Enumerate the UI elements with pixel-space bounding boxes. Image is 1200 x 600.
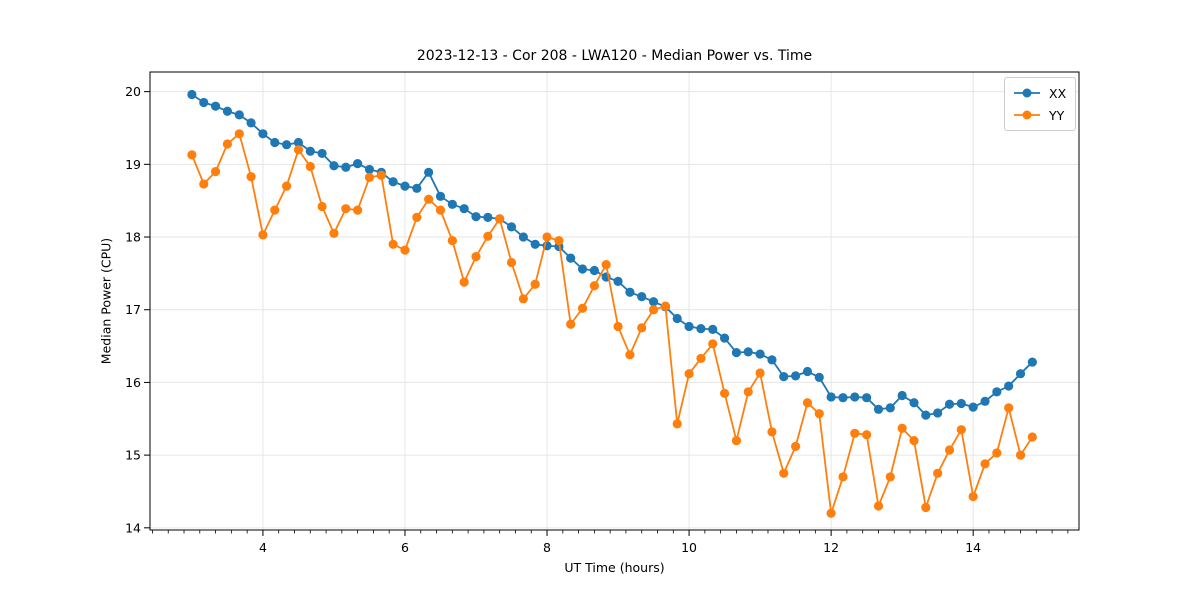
x-tick-label: 4 [259, 540, 267, 555]
x-tick-label: 8 [543, 540, 551, 555]
series-xx-line [191, 93, 1033, 417]
x-axis-label: UT Time (hours) [564, 560, 665, 575]
x-tick-label: 10 [681, 540, 697, 555]
x-tick-label: 6 [401, 540, 409, 555]
legend: XX YY [1004, 77, 1077, 131]
series-xx [187, 89, 1037, 420]
y-tick-label: 16 [125, 375, 141, 390]
y-tick-label: 19 [125, 157, 141, 172]
legend-item-xx: XX [1012, 82, 1066, 104]
y-tick-label: 18 [125, 230, 141, 245]
chart-title: 2023-12-13 - Cor 208 - LWA120 - Median P… [416, 48, 813, 64]
axes-spines [149, 71, 1080, 531]
legend-item-yy: YY [1012, 104, 1066, 126]
x-tick-label: 14 [965, 540, 981, 555]
xx-line-marker-swatch [1014, 88, 1040, 98]
legend-label-xx: XX [1049, 85, 1067, 101]
series-yy [187, 129, 1037, 518]
series-yy-markers [187, 129, 1037, 518]
y-tick-label: 14 [125, 520, 141, 535]
y-tick-label: 20 [125, 84, 141, 99]
series-xx-markers [187, 89, 1037, 420]
x-tick-label: 12 [823, 540, 839, 555]
y-tick-label: 15 [125, 448, 141, 463]
y-tick-label: 17 [125, 302, 141, 317]
gridlines [150, 72, 1079, 530]
yy-line-marker-swatch [1014, 110, 1040, 120]
legend-label-yy: YY [1049, 107, 1065, 123]
series-yy-line [191, 132, 1034, 515]
axis-ticks: 4 6 8 10 12 14 14 15 16 17 18 19 20 [125, 84, 1069, 555]
